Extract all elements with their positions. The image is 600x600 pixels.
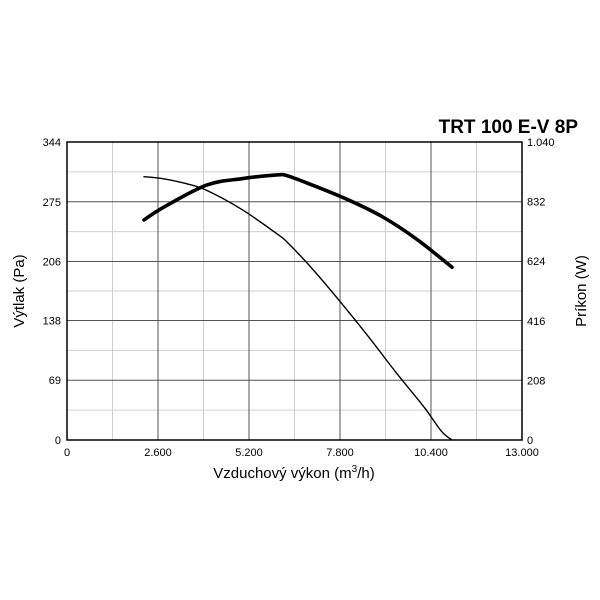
x-tick-label: 10.400: [414, 447, 448, 459]
x-tick-label: 0: [64, 447, 70, 459]
chart-title: TRT 100 E-V 8P: [439, 117, 579, 138]
x-tick-label: 7.800: [326, 447, 354, 459]
y2-axis-title: Príkon (W): [573, 255, 590, 327]
tick-labels: 0 2.600 5.200 7.800 10.400 13.000069138206275…: [43, 137, 555, 459]
y-tick-label: 275: [43, 197, 61, 209]
y-tick-label: 138: [43, 315, 61, 327]
plot-frame: [66, 141, 523, 441]
y2-tick-label: 0: [527, 435, 533, 447]
series-layer: [142, 172, 454, 441]
x-tick-label: 2.600: [144, 447, 172, 459]
y2-tick-label: 1.040: [527, 137, 555, 149]
x-axis-title: Vzduchový výkon (m3/h): [213, 464, 374, 482]
y2-tick-label: 208: [527, 375, 545, 387]
pressure-curve: [143, 175, 453, 441]
x-tick-label: 13.000: [505, 447, 539, 459]
y2-tick-label: 416: [527, 316, 545, 328]
y-axis-title: Výtlak (Pa): [11, 254, 28, 327]
y2-tick-label: 624: [527, 256, 545, 268]
y-tick-label: 69: [49, 375, 61, 387]
x-tick-label: 5.200: [235, 447, 263, 459]
y-tick-label: 344: [43, 137, 61, 149]
power-curve: [142, 172, 454, 270]
y-tick-label: 206: [43, 257, 61, 269]
y-tick-label: 0: [55, 435, 61, 447]
y2-tick-label: 832: [527, 197, 545, 209]
